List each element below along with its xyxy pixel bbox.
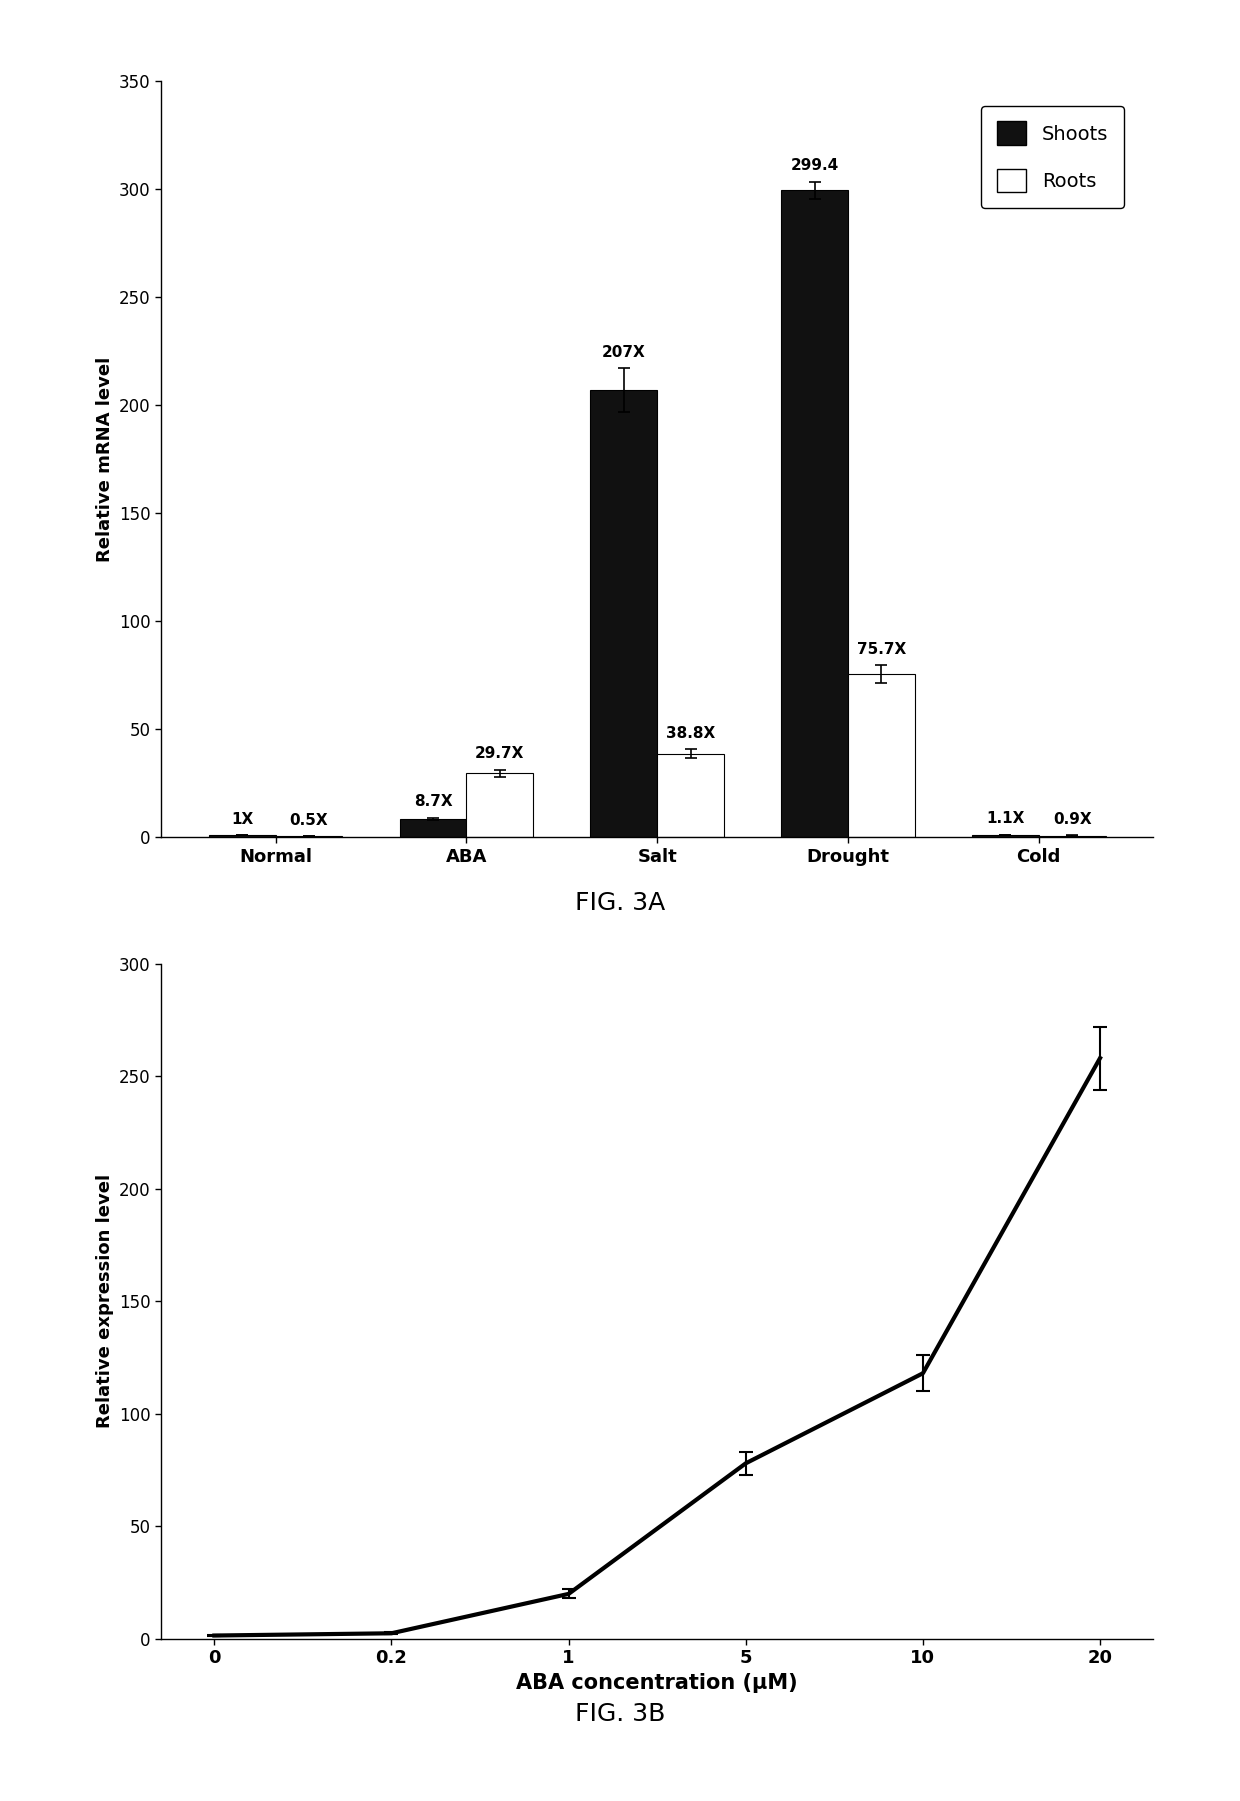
Bar xyxy=(781,191,848,837)
Legend: Shoots, Roots: Shoots, Roots xyxy=(981,106,1123,207)
Bar xyxy=(399,819,466,837)
Bar xyxy=(208,836,275,837)
Y-axis label: Relative expression level: Relative expression level xyxy=(95,1174,114,1428)
Bar xyxy=(972,836,1039,837)
X-axis label: ABA concentration (μM): ABA concentration (μM) xyxy=(516,1673,799,1693)
Bar xyxy=(466,773,533,837)
Text: FIG. 3B: FIG. 3B xyxy=(575,1702,665,1725)
Bar xyxy=(657,753,724,837)
Text: 0.9X: 0.9X xyxy=(1053,812,1091,827)
Text: 1X: 1X xyxy=(231,812,253,827)
Bar xyxy=(590,391,657,837)
Bar xyxy=(848,674,915,837)
Bar xyxy=(1039,836,1106,837)
Text: 207X: 207X xyxy=(601,344,646,360)
Text: FIG. 3A: FIG. 3A xyxy=(575,891,665,915)
Y-axis label: Relative mRNA level: Relative mRNA level xyxy=(95,357,114,562)
Text: 1.1X: 1.1X xyxy=(986,810,1024,827)
Text: 38.8X: 38.8X xyxy=(666,726,715,740)
Text: 0.5X: 0.5X xyxy=(290,812,329,828)
Text: 299.4: 299.4 xyxy=(790,158,838,173)
Text: 29.7X: 29.7X xyxy=(475,746,525,762)
Text: 75.7X: 75.7X xyxy=(857,641,906,657)
Text: 8.7X: 8.7X xyxy=(414,794,453,809)
